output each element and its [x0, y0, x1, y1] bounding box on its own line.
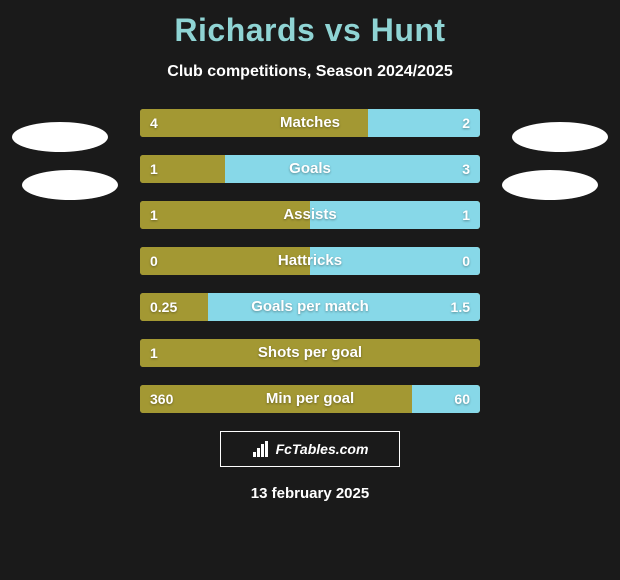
brand-logo-icon — [252, 440, 270, 458]
stat-value-left: 0.25 — [150, 293, 177, 321]
player-right-image-2 — [502, 170, 598, 200]
stat-value-left: 1 — [150, 155, 158, 183]
stat-value-right: 1.5 — [451, 293, 470, 321]
stat-row: Goals per match0.25 1.5 — [140, 293, 480, 321]
stat-value-right: 3 — [462, 155, 470, 183]
stat-row: Assists1 1 — [140, 201, 480, 229]
stat-label: Matches — [140, 109, 480, 137]
stat-value-right: 60 — [454, 385, 470, 413]
stat-value-left: 360 — [150, 385, 173, 413]
player-right-image-1 — [512, 122, 608, 152]
comparison-chart: Matches42Goals13Assists11Hattricks00Goal… — [140, 109, 480, 413]
stat-row: Min per goal360 60 — [140, 385, 480, 413]
stat-label: Shots per goal — [140, 339, 480, 367]
player-left-image-1 — [12, 122, 108, 152]
brand-label: FcTables.com — [276, 441, 369, 457]
stat-value-left: 1 — [150, 201, 158, 229]
page-title: Richards vs Hunt — [0, 0, 620, 49]
stat-label: Goals — [140, 155, 480, 183]
stat-row: Goals1 3 — [140, 155, 480, 183]
stat-value-left: 4 — [150, 109, 158, 137]
stat-row: Matches4 2 — [140, 109, 480, 137]
stat-value-right: 2 — [462, 109, 470, 137]
stat-row: Shots per goal1 — [140, 339, 480, 367]
stat-row: Hattricks0 0 — [140, 247, 480, 275]
stat-label: Min per goal — [140, 385, 480, 413]
stat-value-right: 0 — [462, 247, 470, 275]
stat-label: Goals per match — [140, 293, 480, 321]
stat-label: Assists — [140, 201, 480, 229]
stat-label: Hattricks — [140, 247, 480, 275]
subtitle: Club competitions, Season 2024/2025 — [0, 63, 620, 81]
stat-value-right: 1 — [462, 201, 470, 229]
brand-box: FcTables.com — [220, 431, 400, 467]
stat-value-left: 1 — [150, 339, 158, 367]
stat-value-left: 0 — [150, 247, 158, 275]
footer-date: 13 february 2025 — [0, 485, 620, 502]
player-left-image-2 — [22, 170, 118, 200]
